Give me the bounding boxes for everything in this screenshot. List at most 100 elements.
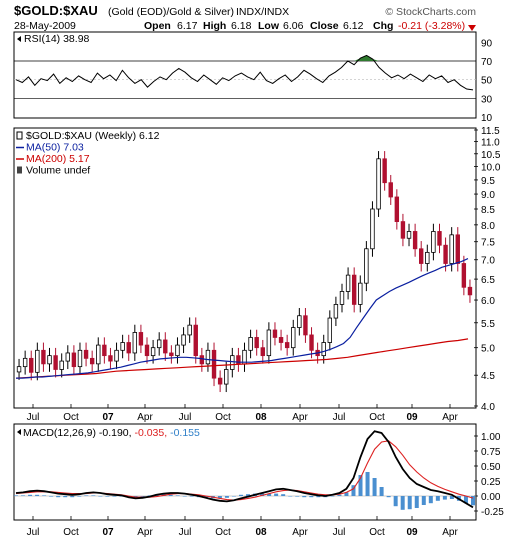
macd-histogram-bar <box>337 494 342 496</box>
macd-histogram-bar <box>105 496 110 497</box>
x-tick-label: Oct <box>63 527 79 538</box>
macd-histogram-bar <box>442 496 447 500</box>
open-label: Open <box>144 20 171 32</box>
macd-histogram-bar <box>281 494 286 496</box>
price-candle <box>339 291 345 305</box>
macd-histogram-bar <box>77 496 82 497</box>
price-candle <box>455 234 460 264</box>
price-candle <box>132 332 138 354</box>
price-candle <box>217 377 223 385</box>
price-candle <box>156 339 162 349</box>
price-candle <box>412 231 418 250</box>
macd-tick-label: 0.75 <box>481 447 501 458</box>
down-arrow-icon <box>468 25 476 31</box>
rsi-tick-label: 70 <box>481 57 493 68</box>
price-legend-entry: MA(50) 7.03 <box>26 142 84 154</box>
price-candle <box>266 329 272 357</box>
macd-tick-label: 0.50 <box>481 462 501 473</box>
ma50-line <box>16 258 469 379</box>
macd-histogram-bar <box>288 496 293 497</box>
price-candle <box>16 366 22 373</box>
macd-histogram-bar <box>407 496 412 510</box>
x-tick-label: 09 <box>406 412 418 423</box>
macd-histogram-bar <box>224 496 229 498</box>
x-tick-label: Apr <box>137 527 153 538</box>
price-tick-label: 7.0 <box>481 256 495 267</box>
macd-histogram-bar <box>309 496 314 498</box>
close-value: 6.12 <box>343 20 364 32</box>
high-label: High <box>203 20 226 32</box>
macd-x-axis: Jul Oct 07 Apr Jul Oct 08 Apr Jul Oct 09 Apr <box>27 516 458 538</box>
price-candle <box>376 158 381 210</box>
price-candle <box>35 349 40 373</box>
price-tick-label: 4.5 <box>481 371 495 382</box>
macd-histogram-bar <box>133 496 138 498</box>
macd-histogram-bar <box>112 496 117 497</box>
macd-histogram-bar <box>421 496 426 505</box>
price-candle <box>278 337 284 343</box>
macd-histogram-bar <box>449 496 454 499</box>
price-candle <box>358 282 363 305</box>
rsi-legend: RSI(14) 38.98 <box>24 33 90 45</box>
high-value: 6.18 <box>231 20 252 32</box>
macd-histogram-bar <box>393 496 398 507</box>
macd-histogram-bar <box>28 494 33 496</box>
price-candle <box>205 349 211 365</box>
macd-histogram-bar <box>260 493 265 496</box>
price-candle <box>120 342 125 351</box>
price-tick-label: 10.5 <box>481 150 501 161</box>
price-candle <box>425 251 430 264</box>
price-candle <box>254 337 259 349</box>
x-tick-label: Oct <box>63 412 79 423</box>
price-candle <box>65 352 70 362</box>
rsi-legend-marker <box>17 36 21 42</box>
macd-histogram-bar <box>274 493 279 496</box>
macd-histogram-bar <box>428 496 433 504</box>
macd-histogram-bar <box>267 493 272 496</box>
x-tick-label: Apr <box>137 412 153 423</box>
macd-histogram-bar <box>358 475 363 496</box>
price-candle <box>169 352 174 357</box>
price-tick-label: 5.5 <box>481 319 495 330</box>
macd-histogram-bar <box>140 496 145 497</box>
price-candle <box>394 196 400 222</box>
price-candle <box>71 352 77 368</box>
x-tick-label: 08 <box>255 412 267 423</box>
macd-histogram-bar <box>70 496 75 498</box>
price-candle <box>467 286 473 296</box>
price-legend-entry: Volume undef <box>26 165 90 177</box>
price-tick-label: 11.5 <box>481 126 500 137</box>
macd-histogram-bar <box>238 494 243 496</box>
price-candle <box>138 332 144 346</box>
price-candle <box>388 182 393 198</box>
rsi-chart: 90 70 50 30 10 RSI(14) 38.98 <box>14 33 493 124</box>
macd-histogram-bar <box>182 496 187 497</box>
price-candle <box>303 315 308 336</box>
macd-histogram-bar <box>231 496 236 497</box>
price-x-axis: Jul Oct 07 Apr Jul Oct 08 Apr Jul Oct 09 Apr <box>27 404 458 423</box>
price-tick-label: 11.0 <box>481 138 500 149</box>
macd-tick-label: -0.25 <box>481 507 504 518</box>
chg-label: Chg <box>373 20 393 32</box>
macd-histogram-bar <box>316 496 321 498</box>
macd-histogram-bar <box>56 496 61 498</box>
macd-histogram-bar <box>42 495 47 496</box>
price-candle <box>29 357 34 373</box>
price-candle <box>260 347 265 357</box>
rsi-tick-label: 30 <box>481 94 493 105</box>
macd-histogram-bar <box>302 496 307 498</box>
price-candle <box>345 274 351 292</box>
macd-histogram-bar <box>175 495 180 496</box>
price-candle <box>431 231 436 253</box>
price-tick-label: 10.0 <box>481 163 501 174</box>
x-tick-label: Apr <box>292 412 308 423</box>
price-candle <box>230 355 235 370</box>
price-candle <box>419 248 424 264</box>
macd-histogram-bar <box>295 496 300 497</box>
price-tick-label: 8.0 <box>481 221 495 232</box>
macd-histogram-bar <box>14 495 18 496</box>
price-candle <box>108 355 113 362</box>
rsi-line <box>15 54 474 91</box>
candle-legend-icon <box>16 131 23 140</box>
